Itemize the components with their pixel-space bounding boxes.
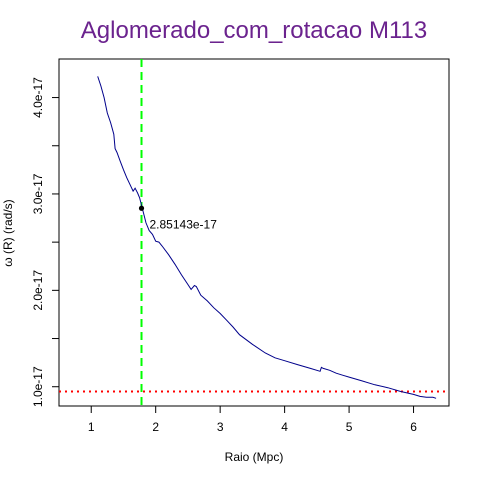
y-tick-label: 1.0e-17 — [31, 366, 45, 407]
marker-point — [138, 205, 145, 211]
marker-label: 2.85143e-17 — [150, 217, 218, 231]
x-axis: 1 2 3 4 5 6 — [88, 406, 417, 434]
x-tick-label: 6 — [410, 420, 417, 434]
x-tick-label: 3 — [217, 420, 224, 434]
x-tick-label: 4 — [281, 420, 288, 434]
y-tick-label: 4.0e-17 — [31, 77, 45, 118]
x-tick-label: 2 — [152, 420, 159, 434]
y-tick-label: 2.0e-17 — [31, 270, 45, 311]
plot-frame — [58, 58, 450, 407]
x-tick-label: 5 — [346, 420, 353, 434]
y-axis: 1.0e-17 2.0e-17 3.0e-17 4.0e-17 — [31, 77, 59, 407]
y-tick-label: 3.0e-17 — [31, 173, 45, 214]
y-axis-label: ω (R) (rad/s) — [1, 199, 15, 266]
x-tick-label: 1 — [88, 420, 95, 434]
series-line — [97, 76, 437, 399]
x-axis-label: Raio (Mpc) — [225, 450, 284, 464]
chart-title: Aglomerado_com_rotacao M113 — [81, 17, 427, 44]
plot-area: 2.85143e-17 — [59, 59, 449, 406]
